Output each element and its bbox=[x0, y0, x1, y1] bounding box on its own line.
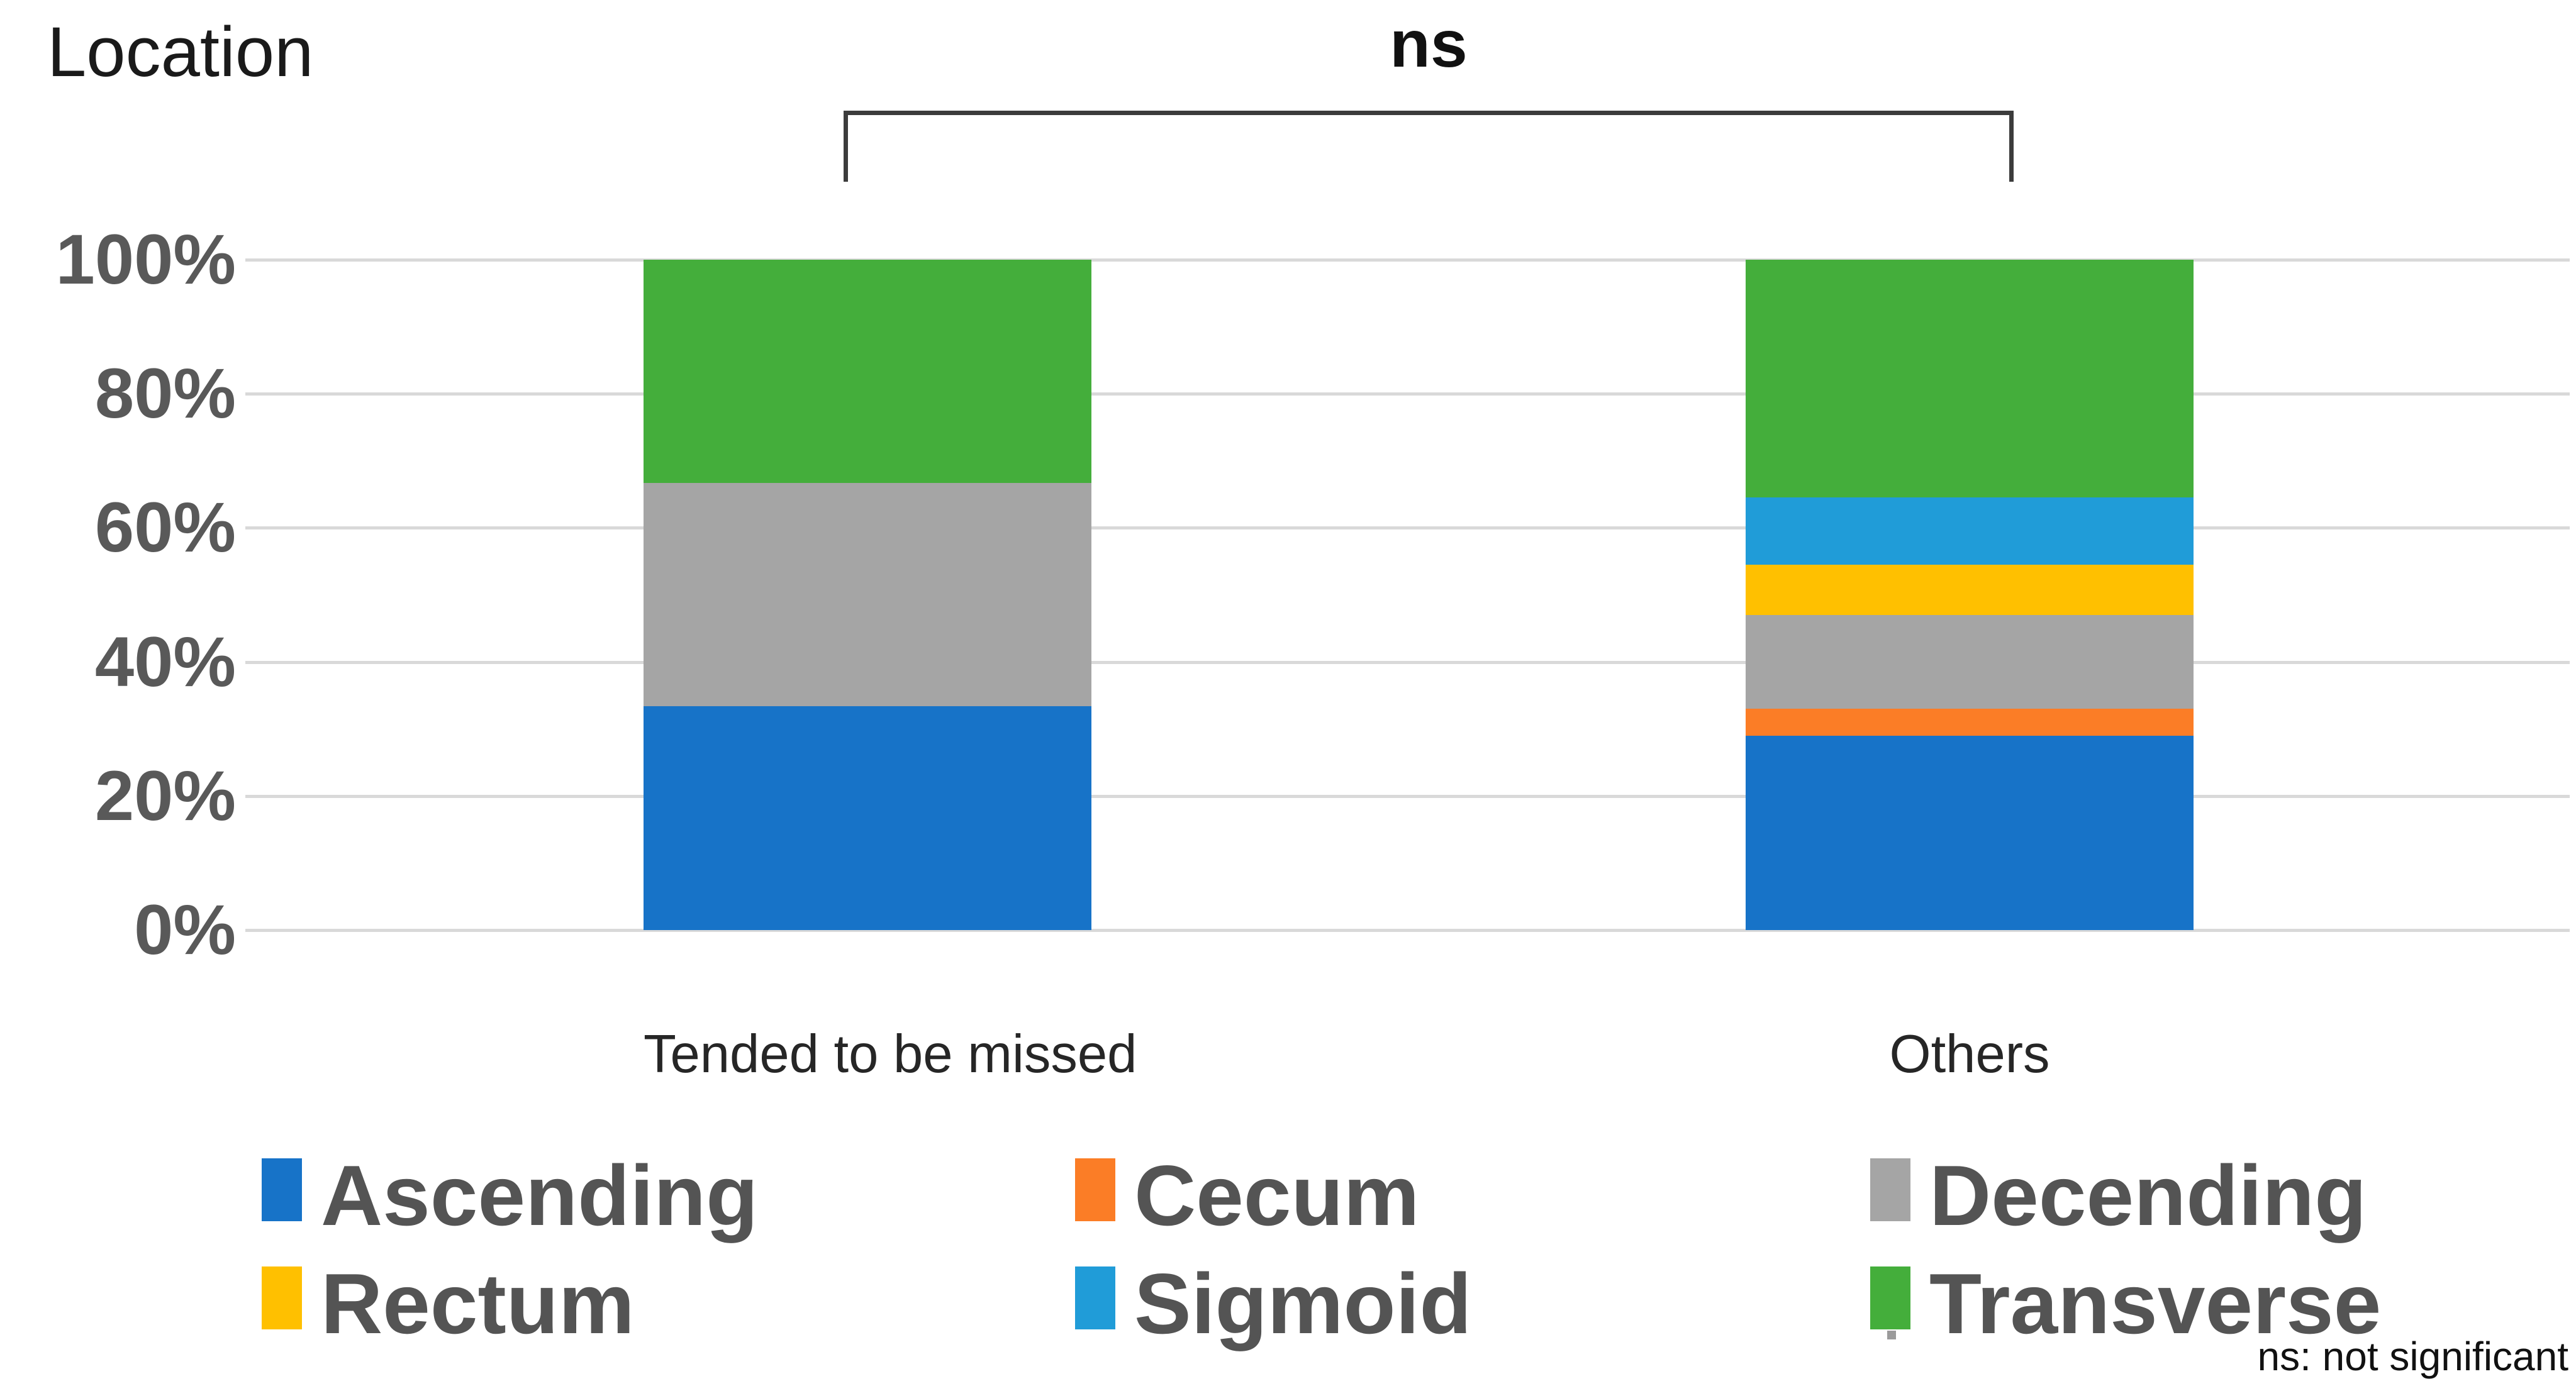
legend-label: Decending bbox=[1929, 1148, 2367, 1243]
legend-swatch-icon bbox=[1870, 1266, 1910, 1329]
legend-item-sigmoid: Sigmoid bbox=[1075, 1256, 1471, 1351]
legend-label: Transverse bbox=[1929, 1256, 2382, 1351]
gridline-0 bbox=[245, 929, 2570, 932]
significance-footnote: ns: not significant bbox=[2257, 1334, 2569, 1379]
gridline-40 bbox=[245, 660, 2570, 664]
gridline-100 bbox=[245, 258, 2570, 262]
bar-segment-transverse bbox=[644, 260, 1091, 483]
stray-period-dot bbox=[1887, 1331, 1896, 1339]
stacked-bar bbox=[644, 260, 1091, 930]
y-tick-label: 60% bbox=[94, 488, 236, 567]
bar-segment-ascending bbox=[644, 706, 1091, 930]
bar-segment-decending bbox=[644, 483, 1091, 706]
chart-title: Location bbox=[47, 13, 314, 91]
legend-label: Ascending bbox=[321, 1148, 759, 1243]
legend-label: Rectum bbox=[321, 1256, 635, 1351]
legend-item-rectum: Rectum bbox=[262, 1256, 635, 1351]
legend-swatch-icon bbox=[1075, 1266, 1115, 1329]
legend-swatch-icon bbox=[262, 1158, 302, 1221]
significance-label: ns bbox=[1390, 7, 1468, 81]
legend-label: Cecum bbox=[1134, 1148, 1420, 1243]
category-label: Others bbox=[1889, 1024, 2050, 1084]
y-tick-label: 0% bbox=[134, 890, 236, 969]
bar-segment-decending bbox=[1746, 615, 2194, 709]
legend-item-transverse: Transverse bbox=[1870, 1256, 2381, 1351]
category-label: Tended to be missed bbox=[644, 1024, 1137, 1084]
y-tick-label: 20% bbox=[94, 756, 236, 835]
bar-segment-rectum bbox=[1746, 565, 2194, 616]
legend-item-decending: Decending bbox=[1870, 1148, 2367, 1243]
gridline-60 bbox=[245, 526, 2570, 530]
bar-segment-cecum bbox=[1746, 709, 2194, 736]
legend-swatch-icon bbox=[1075, 1158, 1115, 1221]
significance-bracket bbox=[844, 111, 2014, 182]
legend-item-cecum: Cecum bbox=[1075, 1148, 1420, 1243]
bar-segment-ascending bbox=[1746, 735, 2194, 930]
y-tick-label: 40% bbox=[94, 622, 236, 701]
legend-swatch-icon bbox=[262, 1266, 302, 1329]
gridline-20 bbox=[245, 794, 2570, 798]
gridline-80 bbox=[245, 392, 2570, 396]
y-tick-label: 100% bbox=[55, 220, 236, 299]
legend-item-ascending: Ascending bbox=[262, 1148, 758, 1243]
legend-label: Sigmoid bbox=[1134, 1256, 1472, 1351]
stacked-bar bbox=[1746, 260, 2194, 930]
legend-swatch-icon bbox=[1870, 1158, 1910, 1221]
y-tick-label: 80% bbox=[94, 354, 236, 433]
bar-segment-transverse bbox=[1746, 260, 2194, 498]
bar-segment-sigmoid bbox=[1746, 497, 2194, 565]
